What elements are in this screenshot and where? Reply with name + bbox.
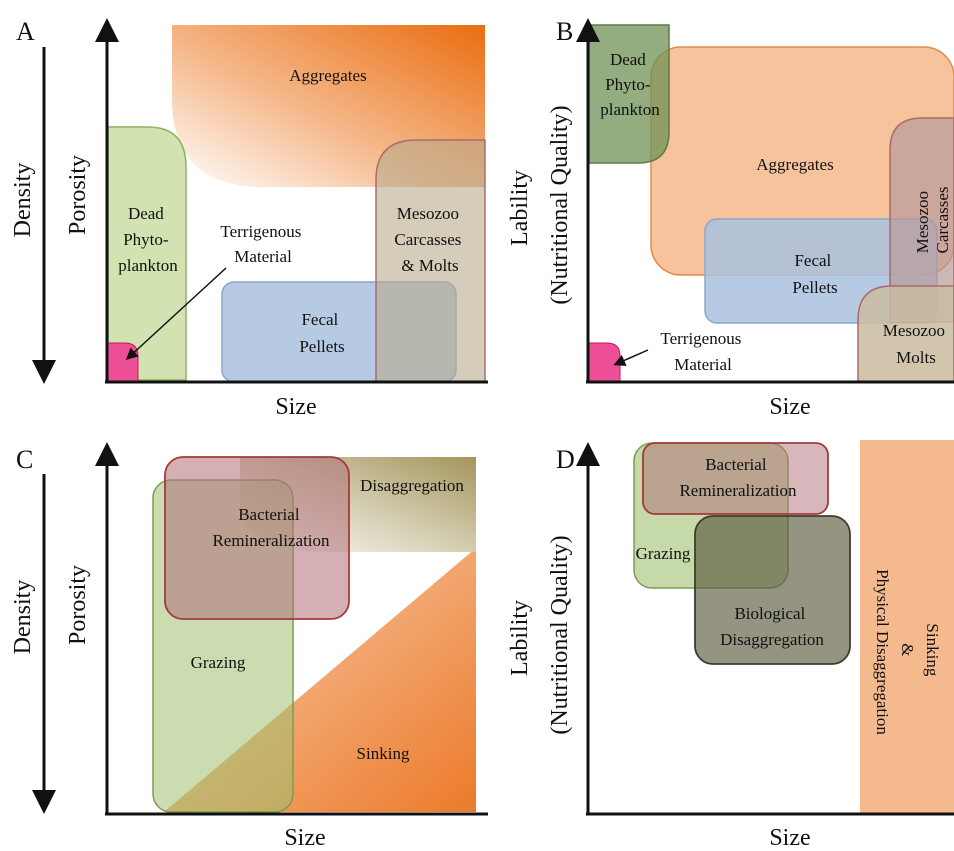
region-b-mesozoo-carcasses bbox=[889, 117, 954, 323]
label-a-fecal: Fecal Pellets bbox=[299, 310, 344, 356]
region-a-mesozoo bbox=[375, 139, 486, 383]
arrow-a-terrigenous bbox=[125, 267, 227, 361]
arrow-b-terrigenous bbox=[613, 349, 649, 366]
label-b-mesozoo-molts: Mesozoo Molts bbox=[883, 321, 950, 367]
label-d-bacterial: Bacterial Remineralization bbox=[679, 455, 797, 500]
label-d-grazing: Grazing bbox=[636, 544, 691, 563]
axis-d-size-label: Size bbox=[769, 825, 810, 851]
panel-c-letter: C bbox=[16, 445, 33, 474]
panel-c: C Sinking Disaggregation Grazing Bacteri… bbox=[10, 442, 488, 851]
axis-c-porosity-label: Porosity bbox=[65, 565, 91, 645]
label-b-terrigenous: Terrigenous Material bbox=[660, 329, 745, 374]
panel-b: B Aggregates Dead Phyto- plankton Fecal … bbox=[507, 17, 954, 420]
label-b-mesozoo-carcasses: Mesozoo Carcasses bbox=[913, 186, 952, 253]
axis-a-density-label: Density bbox=[10, 163, 36, 238]
panel-a-letter: A bbox=[16, 17, 35, 46]
label-c-bacterial: Bacterial Remineralization bbox=[212, 505, 330, 550]
label-b-dead-phyto: Dead Phyto- plankton bbox=[600, 50, 660, 119]
panel-d-letter: D bbox=[556, 445, 575, 474]
region-d-sinking bbox=[860, 440, 954, 814]
panel-a: A Aggregates Dead Phyto- plankton Fecal … bbox=[10, 17, 488, 420]
label-a-mesozoo: Mesozoo Carcasses & Molts bbox=[394, 204, 465, 275]
label-d-biological: Biological Disaggregation bbox=[720, 604, 824, 649]
axis-b-lability-label: Lability (Nutritional Quality) bbox=[507, 105, 573, 304]
label-d-sinking: Sinking & Physical Disaggregation bbox=[873, 569, 942, 735]
label-a-dead-phyto: Dead Phyto- plankton bbox=[118, 204, 178, 275]
label-a-aggregates: Aggregates bbox=[289, 66, 366, 85]
region-a-terrigenous bbox=[107, 342, 139, 383]
label-b-aggregates: Aggregates bbox=[756, 155, 833, 174]
axis-a-size-label: Size bbox=[275, 394, 316, 420]
region-a-dead-phyto bbox=[107, 126, 187, 381]
axis-d-lability-label: Lability (Nutritional Quality) bbox=[507, 535, 573, 734]
label-b-fecal: Fecal Pellets bbox=[792, 251, 837, 297]
panel-d: D Sinking & Physical Disaggregation Graz… bbox=[507, 440, 954, 851]
label-c-grazing: Grazing bbox=[191, 653, 246, 672]
region-c-bacterial bbox=[164, 456, 350, 620]
axis-c-size-label: Size bbox=[284, 825, 325, 851]
axis-c-density-label: Density bbox=[10, 580, 36, 655]
region-d-bacterial bbox=[642, 442, 829, 515]
label-a-terrigenous: Terrigenous Material bbox=[220, 222, 305, 266]
region-b-mesozoo-molts bbox=[857, 285, 954, 383]
panel-b-letter: B bbox=[556, 17, 573, 46]
region-b-dead-phyto bbox=[588, 24, 670, 164]
region-b-terrigenous bbox=[588, 342, 621, 383]
label-c-disaggregation: Disaggregation bbox=[360, 476, 464, 495]
axis-a-porosity-label: Porosity bbox=[65, 155, 91, 235]
axis-b-size-label: Size bbox=[769, 394, 810, 420]
label-c-sinking: Sinking bbox=[357, 744, 410, 763]
region-d-biological bbox=[694, 515, 851, 665]
